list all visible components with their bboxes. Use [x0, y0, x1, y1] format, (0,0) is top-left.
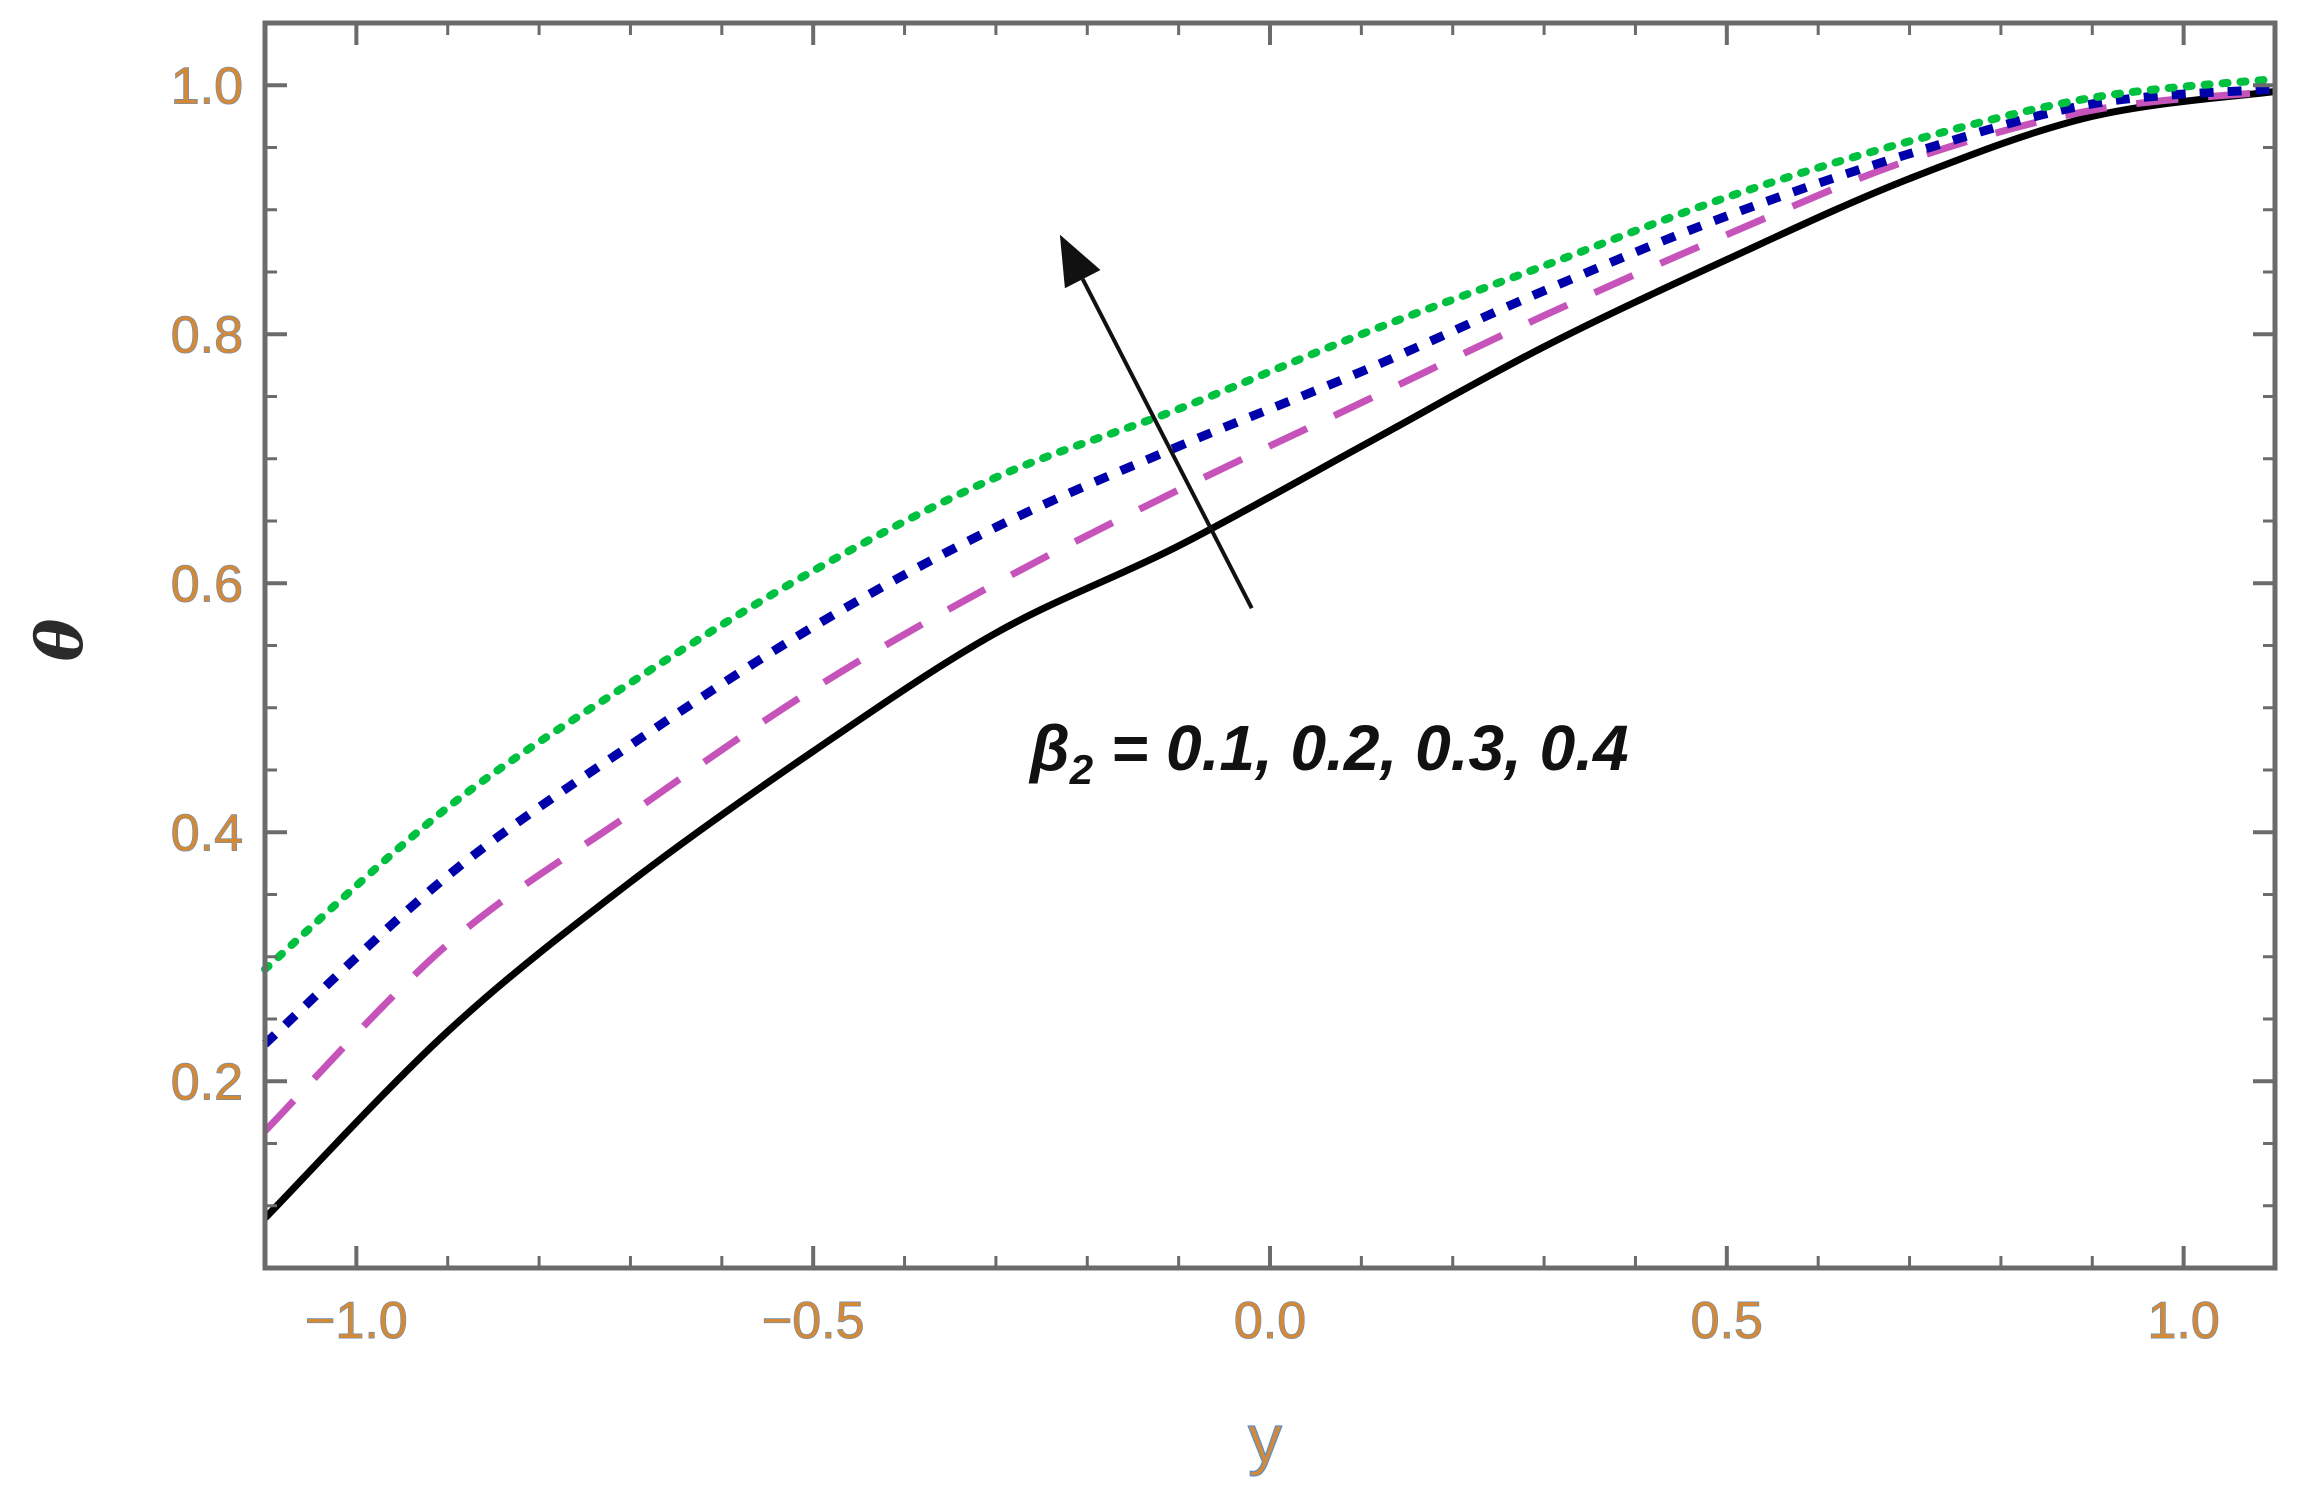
x-tick-label: 1.0: [2147, 1292, 2219, 1350]
annotation-label: β2 = 0.1, 0.2, 0.3, 0.4: [1028, 712, 1629, 793]
y-axis-title: θ: [23, 618, 98, 661]
series-layer: [261, 75, 2279, 1221]
annotation-arrowhead: [1059, 234, 1101, 289]
x-axis-title: y: [1248, 1401, 1282, 1477]
y-tick-label: 0.4: [171, 804, 243, 862]
annotation-values: = 0.1, 0.2, 0.3, 0.4: [1093, 712, 1629, 784]
series-line-3: [261, 84, 2276, 1048]
series-line-2: [262, 88, 2276, 1134]
annotation-layer: β2 = 0.1, 0.2, 0.3, 0.4: [1028, 234, 1629, 793]
x-tick-label: −1.0: [305, 1292, 408, 1350]
y-tick-label: 0.2: [171, 1053, 243, 1111]
x-tick-label: −0.5: [762, 1292, 865, 1350]
x-tick-label: 0.5: [1691, 1292, 1763, 1350]
annotation-subscript: 2: [1069, 746, 1093, 793]
x-tick-label: 0.0: [1234, 1292, 1306, 1350]
ticks-layer: −1.0 −0.5 0.0 0.5 1.0 0.2 0.4 0.6 0.8 1.0: [170, 23, 2277, 1351]
series-line-4: [261, 75, 2279, 974]
annotation-symbol: β: [1028, 712, 1070, 784]
y-tick-label: 0.6: [171, 555, 243, 613]
series-line-1: [262, 88, 2276, 1221]
annotation-arrow: [1080, 278, 1254, 610]
y-tick-label: 0.8: [171, 306, 243, 364]
y-tick-label: 1.0: [171, 57, 243, 115]
plot-frame: [262, 20, 2278, 1271]
